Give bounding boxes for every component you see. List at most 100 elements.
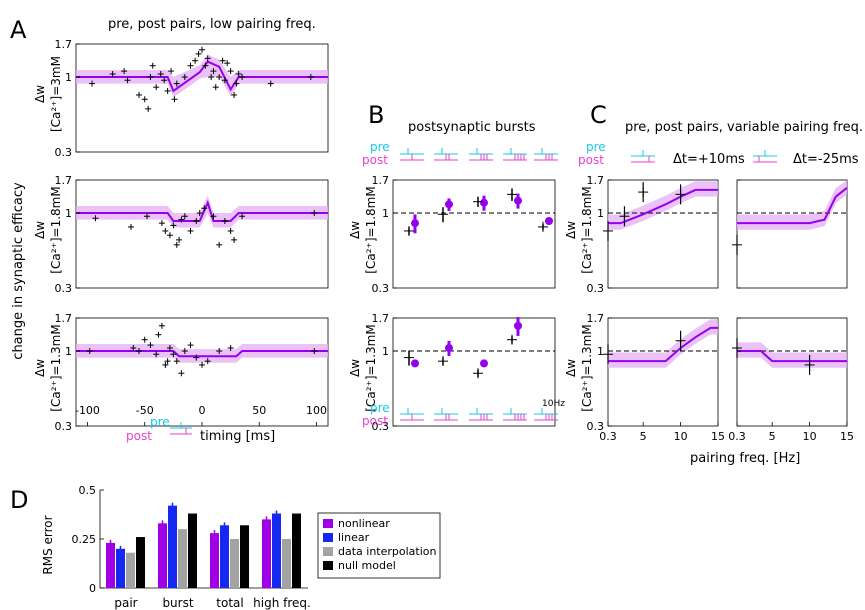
c-frame (607, 317, 719, 427)
d-bar-data-interpolation (178, 529, 187, 588)
c-ytick-label: 0.3 (587, 420, 605, 433)
c-ytick-label: 0.3 (587, 282, 605, 295)
b-row1-ylabel: [Ca²⁺]=1.8mM (364, 186, 378, 273)
b-row2-dw: Δw (348, 359, 362, 377)
c-ytick-label: 1.7 (587, 174, 605, 187)
global-ylabel: change in synaptic efficacy (11, 182, 26, 360)
d-bar-linear (116, 548, 125, 588)
c-xtick-label: 15 (840, 430, 854, 443)
a-frame (75, 43, 329, 153)
b-model-point (514, 196, 522, 205)
d-bar-data-interpolation (230, 539, 239, 588)
panel-d-legend: nonlinear linear data interpolation null… (317, 512, 441, 579)
a-ytick-label: 1 (65, 207, 72, 220)
panel-c-labels: Δw [Ca²⁺]=1.8mM Δw [Ca²⁺]=1.3mM pre post… (564, 140, 859, 466)
c-row2-ylabel: [Ca²⁺]=1.3mM (580, 324, 594, 411)
b-model-point (411, 359, 419, 368)
d-bar-null-model (136, 537, 145, 588)
b-frame (392, 179, 556, 289)
d-ytick-label: 0.25 (72, 533, 97, 546)
legend-nonlinear: nonlinear (338, 517, 390, 530)
panel-b-labels: Δw [Ca²⁺]=1.8mM Δw [Ca²⁺]=1.3mM pre post… (348, 140, 565, 428)
panel-a: 0.3 1 1.7 0.3 1 1.7 0.3 1 1.7 -100 -50 0 50 100 (55, 38, 329, 435)
a-ytick-label: 1 (65, 345, 72, 358)
legend-box (317, 512, 441, 579)
d-bar-nonlinear (210, 533, 219, 588)
c-dt-pos: Δt=+10ms (673, 152, 745, 167)
a-ytick-label: 1.7 (55, 312, 73, 325)
a-xtick-label: 50 (252, 404, 266, 417)
d-category-label: pair (114, 596, 137, 610)
a-post-label: post (126, 429, 152, 443)
a-ytick-label: 1.7 (55, 174, 73, 187)
b-ytick-label: 0.3 (372, 282, 390, 295)
c-model-band (737, 180, 847, 230)
c-ytick-label: 1 (597, 345, 604, 358)
panel-c-title: pre, post pairs, variable pairing freq. (625, 120, 863, 135)
b-post-label-bottom: post (362, 414, 388, 428)
a-pre-label: pre (150, 415, 170, 429)
a-model-band (76, 343, 328, 363)
d-bar-linear (168, 505, 177, 588)
legend-null: null model (338, 559, 396, 572)
d-bar-linear (220, 525, 229, 588)
panel-d: 0 0.25 0.5 pair burst total high freq. (72, 484, 311, 610)
b-ytick-label: 1.7 (372, 174, 390, 187)
a-ytick-label: 1.7 (55, 38, 73, 51)
a-ytick-label: 1 (65, 71, 72, 84)
a-row2-dw: Δw (33, 221, 47, 239)
b-ytick-label: 1 (382, 345, 389, 358)
legend-linear: linear (338, 531, 370, 544)
panel-a-labels: Δw [Ca²⁺]=3mM Δw [Ca²⁺]=1.8mM Δw [Ca²⁺]=… (33, 56, 275, 444)
b-model-point (480, 198, 488, 207)
legend-swatch-nonlinear (323, 519, 333, 528)
d-bar-nonlinear (158, 523, 167, 588)
legend-interp: data interpolation (338, 545, 437, 558)
b-model-point (445, 200, 453, 209)
c-xtick-label: 5 (769, 430, 776, 443)
d-bar-null-model (188, 513, 197, 588)
b-pre-label-bottom: pre (370, 401, 390, 415)
d-bar-nonlinear (106, 542, 115, 588)
panel-b-title: postsynaptic bursts (408, 120, 536, 135)
a-model-band (76, 54, 328, 98)
panel-letter-a: A (10, 16, 27, 44)
b-ytick-label: 1 (382, 207, 389, 220)
panel-letter-c: C (590, 101, 607, 129)
d-bar-data-interpolation (282, 539, 291, 588)
c-xtick-label: 0.3 (599, 430, 617, 443)
c-pre-label: pre (586, 140, 606, 154)
c-row2-dw: Δw (564, 359, 578, 377)
panel-c: 0.311.70.311.70.3 5 10 15 0.3 5 10 15 (587, 150, 854, 443)
b-ytick-label: 0.3 (372, 420, 390, 433)
d-category-label: total (216, 596, 243, 610)
d-ytick-label: 0 (89, 582, 96, 595)
b-freq-note: 10Hz (542, 399, 565, 409)
b-ytick-label: 1.7 (372, 312, 390, 325)
a-frame (75, 179, 329, 289)
c-post-label: post (578, 153, 604, 167)
a-model-band (76, 195, 328, 228)
b-frame (392, 317, 556, 427)
c-xtick-label: 0.3 (728, 430, 746, 443)
a-row2-ylabel: [Ca²⁺]=1.8mM (49, 186, 63, 273)
b-row2-ylabel: [Ca²⁺]=1.3mM (364, 324, 378, 411)
legend-swatch-linear (323, 533, 333, 542)
c-model-line (608, 188, 718, 225)
a-xtick-label: 100 (306, 404, 327, 417)
d-bar-null-model (240, 525, 249, 588)
c-frame (736, 179, 848, 289)
c-row1-ylabel: [Ca²⁺]=1.8mM (580, 186, 594, 273)
c-xtick-label: 5 (640, 430, 647, 443)
panel-a-title: pre, post pairs, low pairing freq. (108, 17, 316, 32)
a-row1-dw: Δw (33, 85, 47, 103)
d-bar-linear (272, 513, 281, 588)
c-model-line (737, 187, 848, 225)
c-xlabel: pairing freq. [Hz] (690, 451, 800, 466)
c-ytick-label: 1.7 (587, 312, 605, 325)
b-model-point (545, 216, 553, 225)
a-ytick-label: 0.3 (55, 282, 73, 295)
a-xtick-label: 0 (199, 404, 206, 417)
d-bar-null-model (292, 513, 301, 588)
